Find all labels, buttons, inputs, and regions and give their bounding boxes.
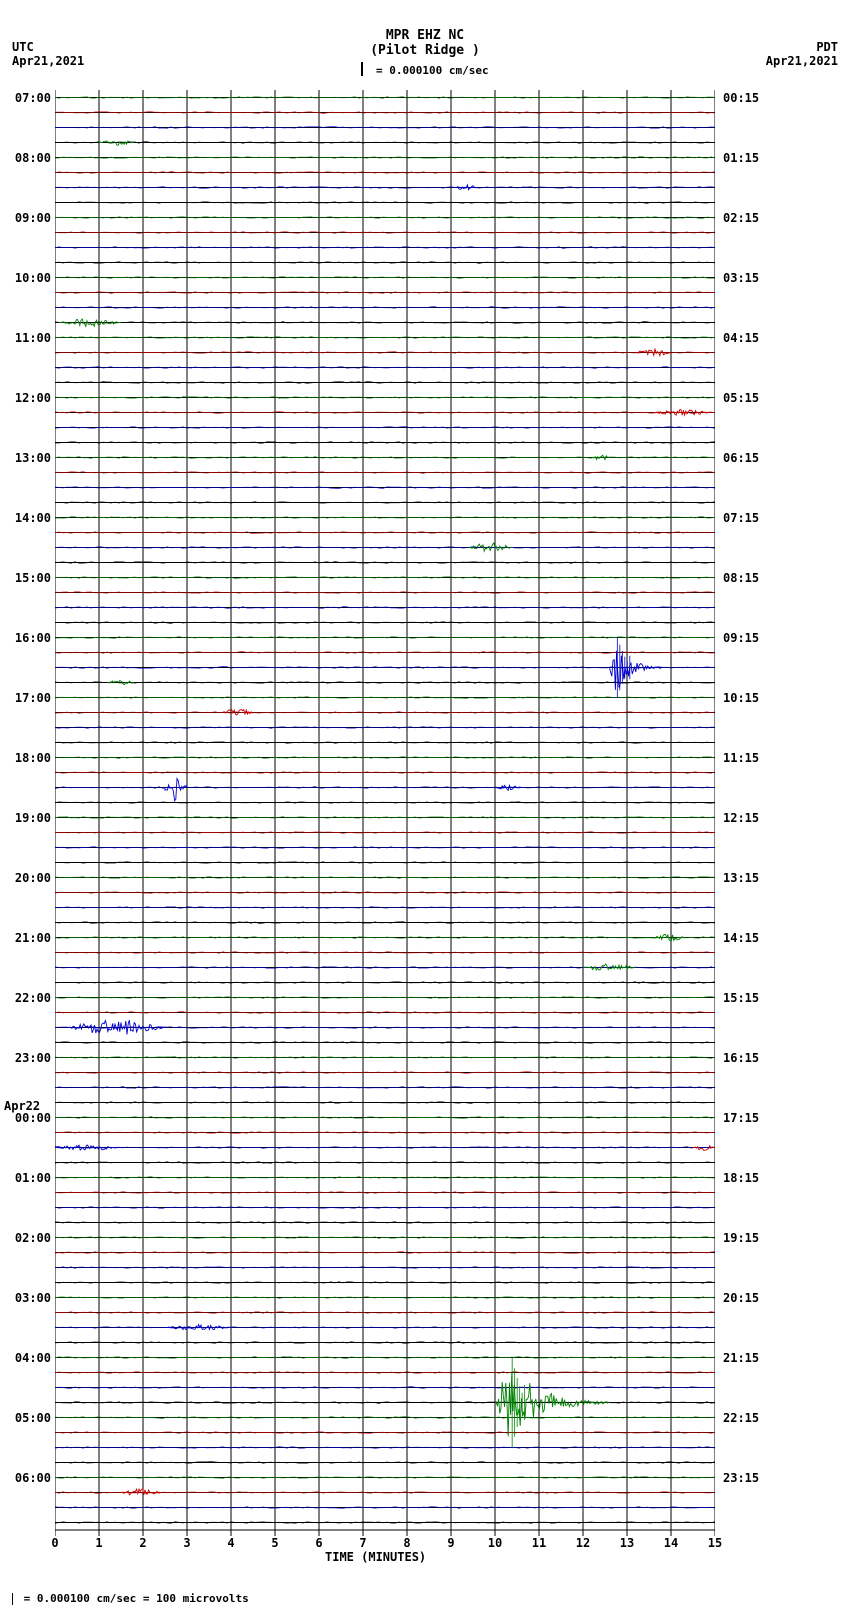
scale-bar-icon	[361, 62, 363, 76]
pdt-hour-label: 02:15	[723, 211, 759, 225]
utc-hour-label: 00:00	[4, 1111, 51, 1125]
utc-hour-label: 17:00	[4, 691, 51, 705]
utc-hour-label: 14:00	[4, 511, 51, 525]
pdt-hour-label: 22:15	[723, 1411, 759, 1425]
pdt-hour-label: 20:15	[723, 1291, 759, 1305]
utc-hour-label: 05:00	[4, 1411, 51, 1425]
x-tick-label: 2	[133, 1536, 153, 1550]
pdt-hour-label: 14:15	[723, 931, 759, 945]
right-date: Apr21,2021	[766, 54, 838, 68]
x-tick-label: 0	[45, 1536, 65, 1550]
pdt-hour-label: 21:15	[723, 1351, 759, 1365]
utc-hour-label: 11:00	[4, 331, 51, 345]
utc-hour-label: 20:00	[4, 871, 51, 885]
pdt-hour-label: 05:15	[723, 391, 759, 405]
pdt-hour-label: 03:15	[723, 271, 759, 285]
x-tick-label: 9	[441, 1536, 461, 1550]
x-tick-label: 8	[397, 1536, 417, 1550]
footer-scale-bar-icon	[12, 1593, 13, 1605]
utc-hour-label: 03:00	[4, 1291, 51, 1305]
utc-hour-label: 18:00	[4, 751, 51, 765]
x-tick-label: 1	[89, 1536, 109, 1550]
utc-hour-label: 16:00	[4, 631, 51, 645]
utc-hour-label: 15:00	[4, 571, 51, 585]
utc-hour-label: 09:00	[4, 211, 51, 225]
left-timezone: UTC Apr21,2021	[12, 40, 84, 68]
x-tick-label: 10	[485, 1536, 505, 1550]
footer-scale-note: = 0.000100 cm/sec = 100 microvolts	[8, 1592, 249, 1605]
x-tick-label: 11	[529, 1536, 549, 1550]
utc-hour-label: 07:00	[4, 91, 51, 105]
x-axis-title: TIME (MINUTES)	[325, 1550, 426, 1564]
x-tick-label: 5	[265, 1536, 285, 1550]
x-tick-label: 13	[617, 1536, 637, 1550]
station-code: MPR EHZ NC	[0, 28, 850, 43]
right-timezone: PDT Apr21,2021	[766, 40, 838, 68]
utc-hour-label: 08:00	[4, 151, 51, 165]
pdt-hour-label: 06:15	[723, 451, 759, 465]
footer-text: = 0.000100 cm/sec = 100 microvolts	[24, 1592, 249, 1605]
left-date: Apr21,2021	[12, 54, 84, 68]
pdt-hour-label: 07:15	[723, 511, 759, 525]
left-tz: UTC	[12, 40, 84, 54]
utc-hour-label: 12:00	[4, 391, 51, 405]
pdt-hour-label: 19:15	[723, 1231, 759, 1245]
pdt-hour-label: 23:15	[723, 1471, 759, 1485]
x-tick-label: 14	[661, 1536, 681, 1550]
pdt-hour-label: 04:15	[723, 331, 759, 345]
pdt-hour-label: 00:15	[723, 91, 759, 105]
pdt-hour-label: 13:15	[723, 871, 759, 885]
scale-text: = 0.000100 cm/sec	[376, 64, 489, 77]
utc-hour-label: 23:00	[4, 1051, 51, 1065]
x-tick-label: 4	[221, 1536, 241, 1550]
pdt-hour-label: 17:15	[723, 1111, 759, 1125]
pdt-hour-label: 18:15	[723, 1171, 759, 1185]
utc-hour-label: 06:00	[4, 1471, 51, 1485]
pdt-hour-label: 16:15	[723, 1051, 759, 1065]
pdt-hour-label: 15:15	[723, 991, 759, 1005]
utc-hour-label: 21:00	[4, 931, 51, 945]
pdt-hour-label: 09:15	[723, 631, 759, 645]
x-tick-label: 12	[573, 1536, 593, 1550]
station-title: MPR EHZ NC (Pilot Ridge ) = 0.000100 cm/…	[0, 28, 850, 78]
utc-hour-label: 04:00	[4, 1351, 51, 1365]
utc-hour-label: 10:00	[4, 271, 51, 285]
station-name: (Pilot Ridge )	[0, 43, 850, 58]
chart-header: MPR EHZ NC (Pilot Ridge ) = 0.000100 cm/…	[0, 28, 850, 78]
pdt-hour-label: 10:15	[723, 691, 759, 705]
x-tick-label: 7	[353, 1536, 373, 1550]
utc-hour-label: 13:00	[4, 451, 51, 465]
right-tz: PDT	[766, 40, 838, 54]
x-tick-label: 15	[705, 1536, 725, 1550]
utc-hour-label: 02:00	[4, 1231, 51, 1245]
x-tick-label: 3	[177, 1536, 197, 1550]
utc-hour-label: 22:00	[4, 991, 51, 1005]
pdt-hour-label: 08:15	[723, 571, 759, 585]
x-tick-label: 6	[309, 1536, 329, 1550]
utc-hour-label: 01:00	[4, 1171, 51, 1185]
pdt-hour-label: 12:15	[723, 811, 759, 825]
utc-hour-label: 19:00	[4, 811, 51, 825]
pdt-hour-label: 01:15	[723, 151, 759, 165]
scale-indicator: = 0.000100 cm/sec	[0, 64, 850, 78]
seismogram-traces	[55, 90, 715, 1570]
pdt-hour-label: 11:15	[723, 751, 759, 765]
